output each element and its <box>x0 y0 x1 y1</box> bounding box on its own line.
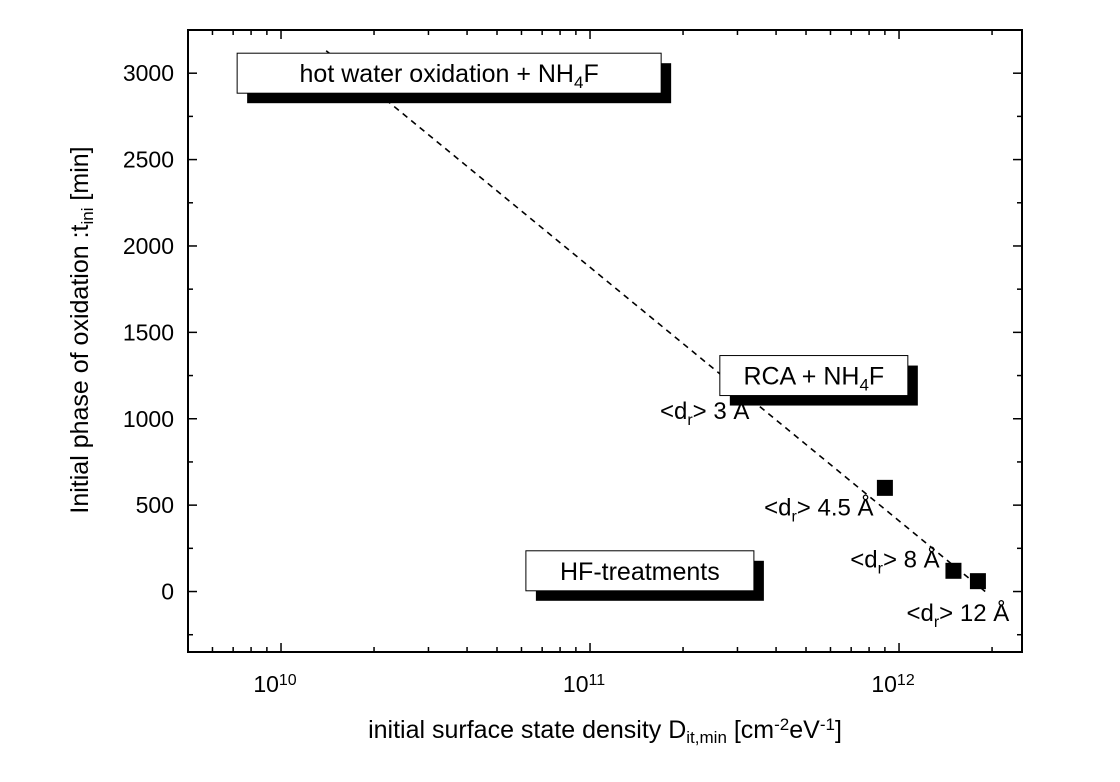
annotation-text-sub: 4 <box>859 375 868 394</box>
point-label-sub: r <box>934 613 940 630</box>
x-axis-label-unit-open: [cm <box>727 716 774 744</box>
annotation-text-main: RCA + NH <box>743 363 859 391</box>
annotation-text-tail: F <box>583 60 598 88</box>
point-label: <dr> 8 Å <box>850 545 939 577</box>
point-label-sub: r <box>687 411 693 428</box>
y-axis: 0 500 1000 1500 2000 2500 3000 <box>123 29 1022 636</box>
y-tick-label: 500 <box>136 492 174 518</box>
data-point <box>969 573 986 590</box>
y-axis-label-sub: ini <box>78 208 97 225</box>
annotation-text: RCA + NH4F <box>743 363 884 395</box>
annotation-text-sub: 4 <box>574 73 583 92</box>
y-tick-label: 2000 <box>123 233 174 259</box>
y-tick-label: 1000 <box>123 406 174 432</box>
point-label-suffix: > 8 Å <box>883 545 940 573</box>
data-point <box>945 562 962 579</box>
x-axis-label-text: initial surface state density D <box>368 716 686 744</box>
x-tick-label-base: 10 <box>253 671 279 697</box>
y-axis-label-unit: [min] <box>66 146 94 207</box>
point-labels: <dr> 1 Å<dr> 3 Å<dr> 4.5 Å<dr> 8 Å<dr> 1… <box>291 68 1010 630</box>
fit-line-group <box>325 50 986 593</box>
x-tick-label-exp: 12 <box>897 672 915 689</box>
point-label-sub: r <box>791 508 797 525</box>
point-label-suffix: > 12 Å <box>939 599 1009 627</box>
y-tick-label: 2500 <box>123 147 174 173</box>
x-axis-label-sup2: -1 <box>820 715 835 734</box>
x-tick-label-exp: 11 <box>589 672 606 689</box>
annotation-text-tail: F <box>869 363 884 391</box>
annotation-box <box>719 355 909 397</box>
x-tick-label-exp: 10 <box>279 672 297 689</box>
x-axis-label-mid: eV <box>789 716 820 744</box>
point-label-prefix: <d <box>660 398 687 425</box>
y-tick-label: 1500 <box>123 319 174 345</box>
plot-border <box>187 29 1023 653</box>
point-label-sub: r <box>878 560 884 577</box>
x-tick-label-base: 10 <box>563 671 589 697</box>
annotation-text-main: hot water oxidation + NH <box>300 60 574 88</box>
point-label: <dr> 12 Å <box>906 599 1009 631</box>
annotation-text: hot water oxidation + NH4F <box>300 60 599 92</box>
annotation-box <box>236 52 662 94</box>
point-label: <dr> 3 Å <box>660 397 749 429</box>
plot-area <box>187 29 1023 653</box>
y-axis-label: Initial phase of oxidation :tini [min] <box>66 146 97 513</box>
annotation-text-main: HF-treatments <box>560 558 720 586</box>
point-label-prefix: <d <box>906 600 933 627</box>
point-label-prefix: <d <box>764 495 791 522</box>
data-point <box>876 479 893 496</box>
point-label-prefix: <d <box>850 546 877 573</box>
x-axis-label-sup1: -2 <box>774 715 789 734</box>
annotation-box <box>525 550 755 592</box>
y-axis-label-text: Initial phase of oxidation :t <box>66 224 94 513</box>
x-axis-label: initial surface state density Dit,min [c… <box>368 715 842 747</box>
y-tick-label: 3000 <box>123 60 174 86</box>
x-axis: 1010 1011 1012 <box>187 30 993 697</box>
fit-line <box>325 50 986 593</box>
point-label-suffix: > 4.5 Å <box>797 494 874 522</box>
x-axis-label-sub: it,min <box>686 728 727 747</box>
annotation-text: HF-treatments <box>560 558 720 586</box>
x-tick-label: 1012 <box>871 671 914 697</box>
y-tick-label: 0 <box>161 579 174 605</box>
x-tick-label-base: 10 <box>871 671 897 697</box>
data-points <box>327 65 986 590</box>
point-label: <dr> 4.5 Å <box>764 494 873 526</box>
x-tick-label: 1010 <box>253 671 296 697</box>
x-axis-label-unit-close: ] <box>835 716 842 744</box>
x-tick-label: 1011 <box>563 671 605 697</box>
